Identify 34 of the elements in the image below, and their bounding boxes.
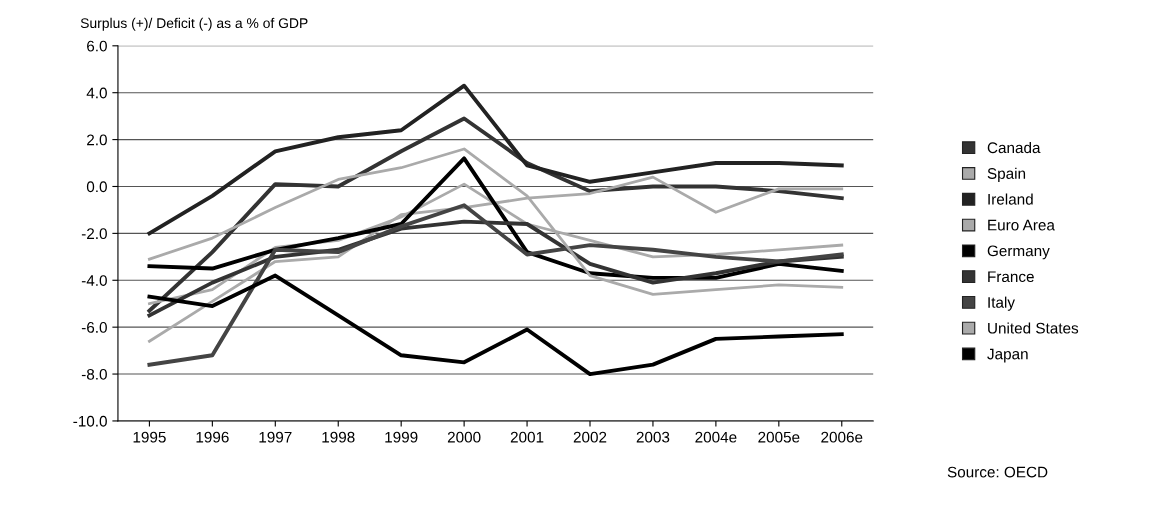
x-tick-label: 1997: [259, 431, 292, 443]
x-tick-label: 2000: [447, 431, 481, 443]
legend-label: Spain: [987, 167, 1026, 182]
source-note: Source: OECD: [947, 466, 1048, 478]
y-tick-label: -10.0: [73, 415, 107, 427]
y-tick-label: -6.0: [81, 322, 107, 333]
y-tick-label: 2.0: [87, 134, 107, 146]
y-tick-label: 0.0: [86, 181, 107, 193]
y-tick-label: 4.0: [86, 87, 107, 99]
legend-label: France: [988, 271, 1034, 283]
legend-label: Canada: [987, 141, 1041, 154]
legend-label: Euro Area: [988, 219, 1055, 231]
x-tick-label: 2005e: [758, 431, 800, 443]
x-tick-label: 1999: [385, 431, 418, 443]
legend-label: Italy: [988, 296, 1015, 311]
y-tick-label: -4.0: [81, 275, 107, 286]
y-tick-label: -2.0: [81, 228, 107, 240]
y-axis-title: Surplus (+)/ Deficit (-) as a % of GDP: [80, 17, 308, 31]
x-tick-label: 2003: [636, 431, 670, 443]
x-tick-label: 1996: [196, 431, 229, 443]
line-series: [147, 273, 844, 376]
legend-label: Japan: [987, 348, 1028, 363]
y-tick-label: 6.0: [87, 40, 107, 52]
legend-label: Ireland: [988, 193, 1033, 205]
y-tick-label: -8.0: [81, 368, 107, 380]
line-series: [147, 83, 844, 236]
legend-label: United States: [988, 322, 1079, 334]
x-tick-label: 1998: [322, 431, 355, 443]
legend-label: Germany: [987, 245, 1050, 260]
x-tick-label: 2006e: [821, 431, 863, 443]
x-tick-label: 2004e: [695, 431, 737, 443]
x-tick-label: 2002: [573, 431, 607, 443]
x-tick-label: 2001: [510, 431, 544, 443]
x-tick-label: 1995: [133, 431, 166, 443]
